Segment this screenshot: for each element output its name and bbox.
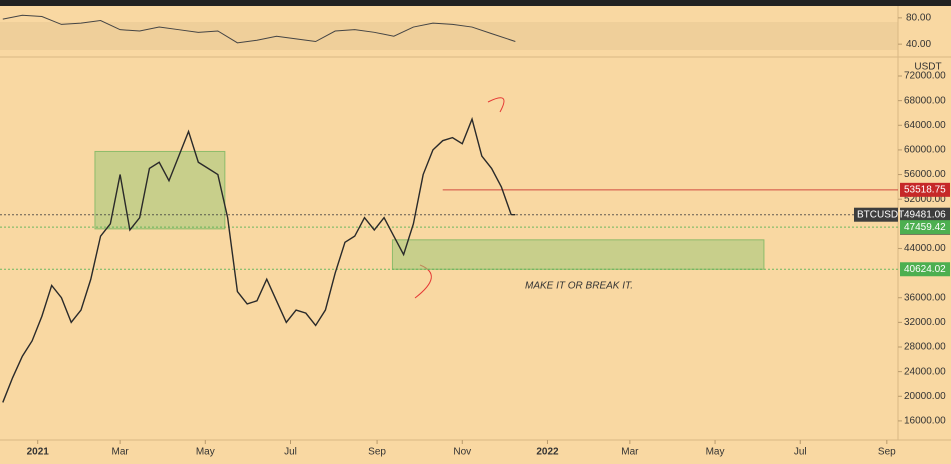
price-line	[2, 116, 516, 403]
y-tick-label: 68000.00	[904, 95, 946, 106]
price-label-bg	[900, 262, 950, 277]
y-tick-label: 32000.00	[904, 317, 946, 328]
price-label: 53518.75	[904, 184, 946, 195]
y-tick-label: 16000.00	[904, 416, 946, 427]
y-tick-label: 72000.00	[904, 71, 946, 82]
price-label-bg	[900, 182, 950, 197]
highlight-curve	[487, 97, 505, 113]
symbol-label: BTCUSDT	[857, 209, 904, 220]
x-tick-label: Sep	[368, 447, 386, 458]
top-bar	[0, 0, 951, 6]
y-tick-label: 20000.00	[904, 391, 946, 402]
background	[0, 6, 951, 464]
x-tick-label: 2021	[27, 447, 50, 458]
x-tick-label: May	[196, 447, 215, 458]
x-tick-label: Mar	[621, 447, 639, 458]
x-tick-label: Nov	[453, 447, 471, 458]
rsi-tick-label: 80.00	[906, 12, 931, 23]
rsi-line	[2, 14, 516, 44]
x-tick-label: Sep	[878, 447, 896, 458]
y-tick-label: 24000.00	[904, 366, 946, 377]
symbol-label-bg	[854, 207, 898, 222]
price-label-bg	[900, 207, 950, 222]
axis-unit: USDT	[914, 62, 941, 73]
rsi-band	[0, 22, 898, 50]
zone	[391, 239, 765, 270]
x-tick-label: Jul	[284, 447, 297, 458]
rsi-tick-label: 40.00	[906, 39, 931, 50]
y-tick-label: 44000.00	[904, 243, 946, 254]
y-tick-label: 52000.00	[904, 194, 946, 205]
y-tick-label: 60000.00	[904, 145, 946, 156]
price-label: 49481.06	[904, 209, 946, 220]
y-tick-label: 28000.00	[904, 342, 946, 353]
x-tick-label: 2022	[536, 447, 559, 458]
x-tick-label: Mar	[111, 447, 129, 458]
price-label: 40624.02	[904, 264, 946, 275]
price-label-bg	[900, 220, 950, 235]
x-tick-label: Jul	[794, 447, 807, 458]
price-label: 47459.42	[904, 222, 946, 233]
y-tick-label: 64000.00	[904, 120, 946, 131]
annotation: MAKE IT OR BREAK IT.	[525, 281, 633, 292]
y-tick-label: 36000.00	[904, 292, 946, 303]
x-tick-label: May	[706, 447, 725, 458]
y-tick-label: 56000.00	[904, 169, 946, 180]
